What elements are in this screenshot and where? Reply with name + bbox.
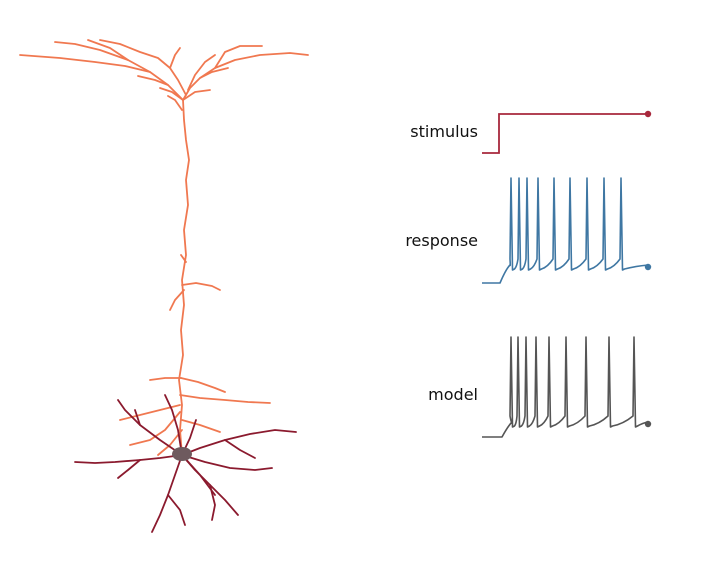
model-trace [482,336,652,438]
basal-dendrites [74,394,297,533]
response-trace [482,177,652,284]
model-trace-endpoint [644,420,652,428]
stimulus-trace-endpoint [644,110,652,118]
stimulus-label: stimulus [410,122,478,141]
model-label: model [428,385,478,404]
response-trace-endpoint [644,263,652,271]
apical-dendrite [19,39,309,456]
stimulus-trace [482,110,652,154]
soma [172,447,192,461]
response-label: response [405,231,478,250]
